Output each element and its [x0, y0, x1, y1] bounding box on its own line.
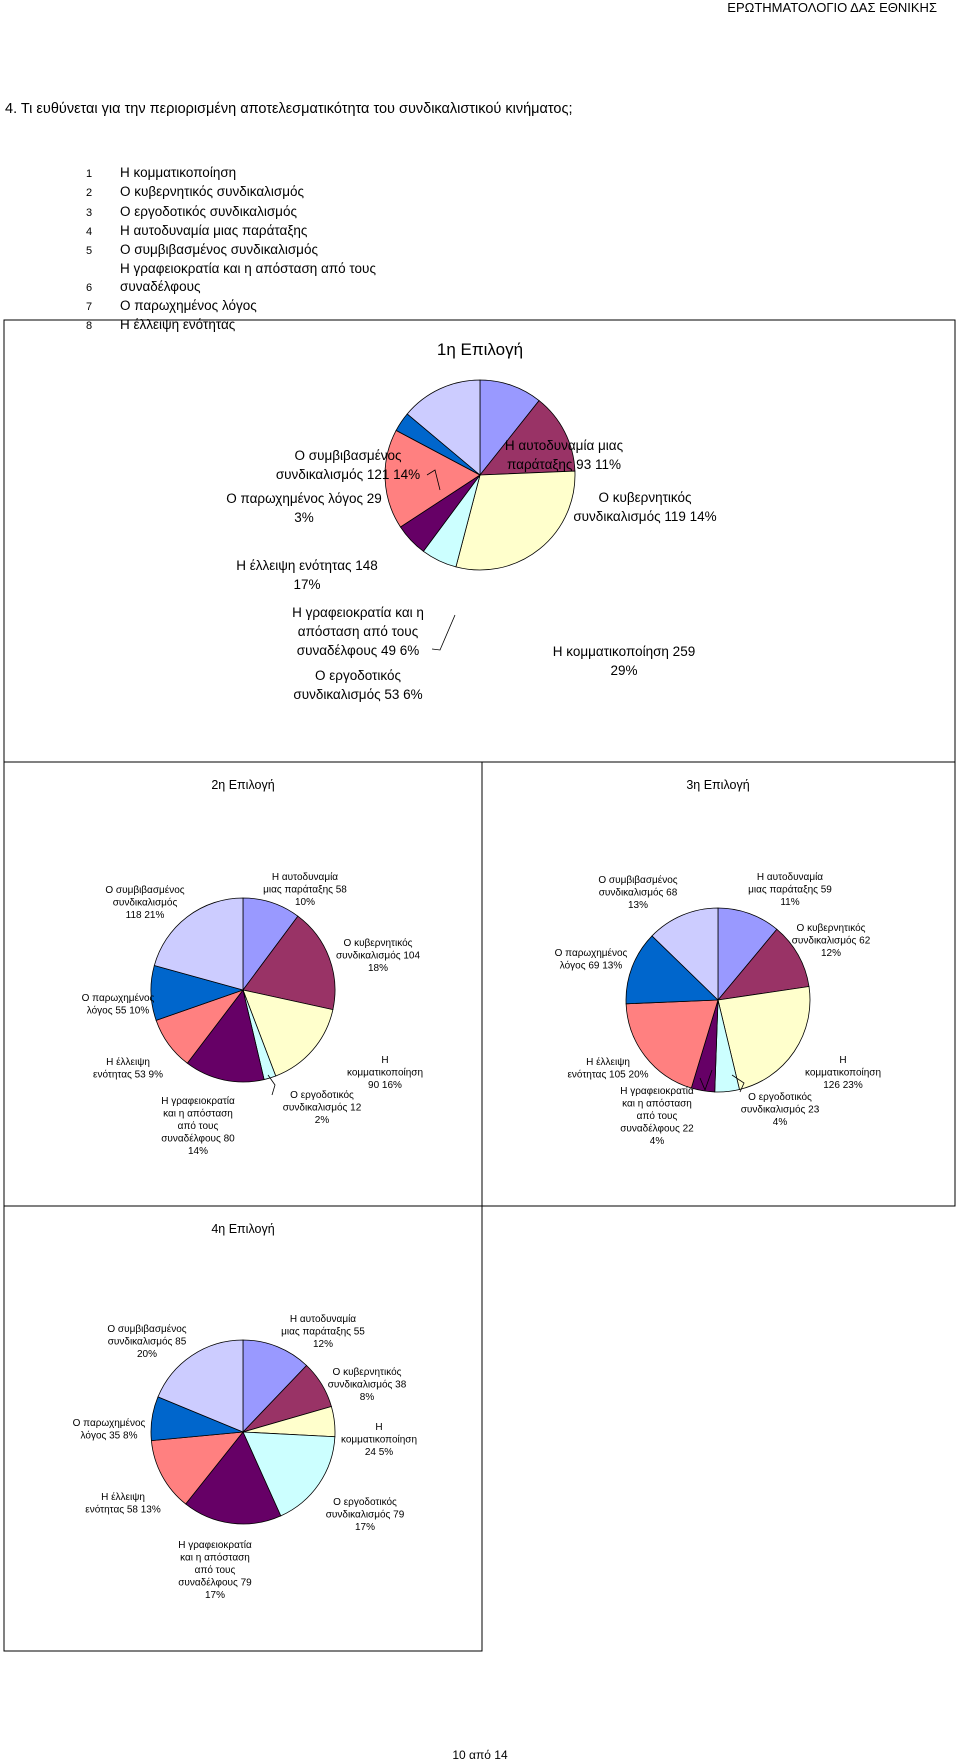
slice-label: Ο παρωχημένος λόγος 29 3%	[226, 491, 382, 525]
pie-chart-4: 4η Επιλογή Η αυτοδυναμία μιας παράταξης 55…	[73, 1222, 417, 1601]
options-list: 1 Η κομματικοποίηση 2 Ο κυβερνητικός συνδικ…	[86, 164, 376, 336]
option-item: 5 Ο συμβιβασμένος συνδικαλισμός	[86, 241, 376, 260]
option-number: 2	[86, 187, 93, 200]
slice-label: Ο εργοδοτικός συνδικαλισμός 23 4%	[741, 1091, 820, 1128]
option-label: Η αυτοδυναμία μιας παράταξης	[120, 222, 308, 238]
option-number: 6	[86, 281, 93, 294]
slice-label: Η αυτοδυναμία μιας παράταξης 59 11%	[748, 871, 832, 908]
option-item: Η γραφειοκρατία και η απόσταση από τους	[86, 260, 376, 277]
slice-label: Η γραφειοκρατία και η απόσταση από τους συν…	[178, 1539, 252, 1601]
slice-label: Ο συμβιβασμένος συνδικαλισμός 85 20%	[107, 1323, 186, 1360]
slice-label: Η αυτοδυναμία μιας παράταξης 58 10%	[263, 871, 347, 908]
option-item: 8 Η έλλειψη ενότητας	[86, 316, 376, 335]
document-header: ΕΡΩΤΗΜΑΤΟΛΟΓΙΟ ΔΑΣ ΕΘΝΙΚΗΣ	[727, 0, 937, 15]
slice-label: Ο εργοδοτικός συνδικαλισμός 53 6%	[293, 668, 422, 702]
page-number: 10 από 14	[452, 1748, 508, 1762]
slice-label: Η έλλειψη ενότητας 53 9%	[93, 1056, 163, 1081]
option-label: Ο παρωχημένος λόγος	[120, 298, 257, 314]
chart-title: 2η Επιλογή	[211, 778, 274, 792]
pie-slice	[185, 1431, 282, 1525]
pie-slice	[150, 1431, 244, 1505]
chart-frame-3	[481, 761, 956, 1207]
option-number: 8	[86, 320, 93, 333]
option-item: 7 Ο παρωχημένος λόγος	[86, 297, 376, 316]
pie-slice	[625, 935, 719, 1005]
pie-chart-1: 1η Επιλογή Η αυτοδυναμία μιας παράταξης 93…	[226, 340, 716, 702]
slice-label: Η γραφειοκρατία και η απόσταση από τους συν…	[620, 1085, 694, 1147]
option-label: Η έλλειψη ενότητας	[120, 317, 236, 333]
slice-label: Ο συμβιβασμένος συνδικαλισμός 121 14%	[276, 448, 420, 482]
leader-line	[431, 614, 456, 651]
slice-label: Η αυτοδυναμία μιας παράταξης 55 12%	[281, 1313, 365, 1350]
slice-label: Η αυτοδυναμία μιας παράταξης 93 11%	[505, 438, 624, 472]
option-number: 3	[86, 206, 93, 219]
slice-label: Ο εργοδοτικός συνδικαλισμός 79 17%	[326, 1496, 405, 1533]
pie-slice	[157, 1339, 244, 1433]
option-label: Η κομματικοποίηση	[120, 165, 237, 180]
option-label: συναδέλφους	[120, 278, 201, 294]
option-number: 5	[86, 245, 93, 258]
pie-slice	[242, 989, 334, 1077]
option-number: 7	[86, 301, 93, 314]
option-label: Η γραφειοκρατία και η απόσταση από τους	[120, 261, 376, 277]
leader-line	[731, 1074, 745, 1093]
slice-label: Η γραφειοκρατία και η απόσταση από τους συ…	[292, 605, 424, 658]
pie-slice	[242, 1431, 336, 1517]
pie-slice	[455, 470, 576, 571]
pie-chart-2: 2η Επιλογή Η αυτοδυναμία μιας παράταξης 58…	[82, 778, 423, 1157]
slice-label: Ο κυβερνητικός συνδικαλισμός 62 12%	[792, 922, 871, 959]
chart-title: 4η Επιλογή	[211, 1222, 274, 1236]
chart-frame-4	[3, 1205, 483, 1652]
chart-title: 1η Επιλογή	[437, 340, 523, 359]
slice-label: Ο παρωχημένος λόγος 35 8%	[73, 1417, 146, 1442]
slice-label: Η έλλειψη ενότητας 148 17%	[236, 558, 378, 592]
pie-slice	[717, 986, 811, 1090]
pie-slice	[242, 1339, 308, 1433]
leader-line	[699, 1069, 713, 1092]
slice-label: Η γραφειοκρατία και η απόσταση από τους συν…	[161, 1095, 235, 1157]
option-item: 4 Η αυτοδυναμία μιας παράταξης	[86, 222, 376, 241]
option-item: 1 Η κομματικοποίηση	[86, 164, 376, 183]
slice-label: Ο κυβερνητικός συνδικαλισμός 38 8%	[328, 1366, 407, 1403]
pie-slice	[384, 429, 481, 528]
slice-label: Η κομματικοποίηση 259 29%	[553, 644, 695, 678]
option-item: 6 συναδέλφους	[86, 278, 376, 297]
slice-label: Ο συμβιβασμένος συνδικαλισμός 68 13%	[598, 874, 677, 911]
question-title: 4. Τι ευθύνεται για την περιορισμένη απο…	[5, 101, 573, 117]
slice-label: Ο παρωχημένος λόγος 55 10%	[82, 992, 155, 1017]
pie-slice	[242, 915, 336, 1011]
slice-label: Ο εργοδοτικός συνδικαλισμός 12 2%	[283, 1089, 362, 1126]
pie-slice	[153, 897, 244, 991]
option-label: Ο κυβερνητικός συνδικαλισμός	[120, 184, 305, 200]
leader-line	[267, 1074, 276, 1096]
pie-slice	[406, 379, 481, 476]
pie-slice	[479, 400, 576, 476]
slice-label: Η έλλειψη ενότητας 58 13%	[85, 1491, 161, 1516]
option-number: 4	[86, 225, 93, 238]
chart-title: 3η Επιλογή	[686, 778, 749, 792]
option-number: 1	[86, 168, 93, 180]
slice-label: Ο παρωχημένος λόγος 69 13%	[555, 947, 628, 972]
pie-slice	[651, 907, 719, 1001]
pie-slice	[625, 999, 719, 1089]
leader-line	[426, 469, 441, 491]
option-label: Ο συμβιβασμένος συνδικαλισμός	[120, 242, 318, 258]
pie-chart-3: 3η Επιλογή Η αυτοδυναμία μιας παράταξης 59…	[555, 778, 881, 1147]
slice-label: Η έλλειψη ενότητας 105 20%	[567, 1056, 648, 1081]
slice-label: Ο συμβιβασμένος συνδικαλισμός 118 21%	[105, 884, 184, 921]
slice-label: Ο κυβερνητικός συνδικαλισμός 104 18%	[336, 937, 421, 974]
option-label: Ο εργοδοτικός συνδικαλισμός	[120, 203, 297, 219]
pie-slice	[186, 989, 265, 1083]
pie-slice	[717, 928, 810, 1001]
slice-label: Ο κυβερνητικός συνδικαλισμός 119 14%	[573, 490, 716, 524]
option-item: 3 Ο εργοδοτικός συνδικαλισμός	[86, 203, 376, 222]
option-item: 2 Ο κυβερνητικός συνδικαλισμός	[86, 183, 376, 202]
